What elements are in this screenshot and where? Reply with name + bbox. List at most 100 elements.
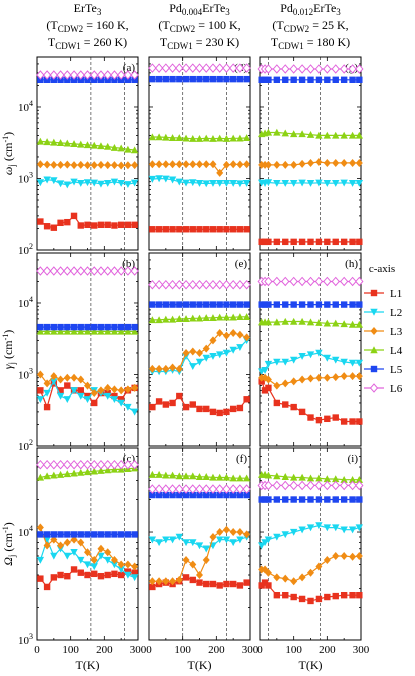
data-point <box>104 531 111 538</box>
data-point <box>124 327 132 335</box>
data-point <box>349 496 356 503</box>
data-point <box>63 459 72 470</box>
data-point <box>273 238 281 246</box>
data-point <box>273 399 281 407</box>
data-point <box>124 403 132 411</box>
data-point <box>111 76 118 83</box>
data-point <box>315 76 323 83</box>
data-point <box>273 76 281 83</box>
data-point <box>155 364 163 373</box>
data-point <box>77 323 84 331</box>
data-point <box>348 359 357 367</box>
data-point <box>111 570 118 578</box>
data-point <box>340 480 349 491</box>
data-point <box>340 476 348 483</box>
data-point <box>84 392 91 400</box>
data-point <box>83 327 92 335</box>
series-L2 <box>36 176 139 189</box>
column-tcdw1-1: TCDW1 = 260 K) <box>48 35 127 51</box>
data-point <box>130 266 139 276</box>
data-point <box>272 276 281 287</box>
data-point <box>50 535 58 544</box>
data-point <box>69 459 79 470</box>
data-point <box>236 528 244 537</box>
data-point <box>182 403 190 411</box>
data-point <box>96 459 106 470</box>
data-point <box>124 385 132 394</box>
data-point <box>298 473 306 481</box>
data-point <box>37 218 44 225</box>
data-point <box>175 472 183 480</box>
data-point <box>273 301 281 308</box>
data-point <box>70 566 78 573</box>
data-point <box>97 160 105 169</box>
data-point <box>175 484 184 494</box>
data-point <box>229 405 237 413</box>
data-point <box>307 568 314 577</box>
data-point <box>124 531 132 538</box>
data-point <box>162 315 170 323</box>
series-L6 <box>257 480 364 491</box>
data-point <box>202 545 210 553</box>
data-point <box>314 64 324 74</box>
y-tick-label: 102 <box>18 242 33 257</box>
data-point <box>130 146 139 154</box>
data-point <box>216 409 223 417</box>
data-point <box>236 491 244 499</box>
data-point <box>84 323 91 331</box>
data-point <box>195 542 204 550</box>
data-point <box>57 571 64 579</box>
data-point <box>242 313 251 321</box>
data-point <box>110 266 119 276</box>
data-point <box>349 591 356 599</box>
data-point <box>124 145 132 153</box>
data-point <box>222 313 231 321</box>
data-point <box>203 75 210 83</box>
data-point <box>189 314 197 322</box>
data-point <box>57 375 65 384</box>
data-point <box>155 577 163 586</box>
data-point <box>306 474 315 482</box>
data-point <box>315 562 323 571</box>
data-point <box>281 531 289 539</box>
data-point <box>222 135 231 142</box>
data-point <box>91 531 98 538</box>
data-point <box>355 179 364 187</box>
data-point <box>222 484 231 494</box>
data-point <box>355 372 363 381</box>
data-point <box>97 327 105 335</box>
data-point <box>110 70 119 80</box>
data-point <box>229 179 237 187</box>
series-L3 <box>36 370 139 398</box>
data-point <box>70 535 78 544</box>
data-point <box>175 279 184 290</box>
data-point <box>104 556 112 564</box>
data-point <box>50 378 58 386</box>
column-title-3: Pd0.012ErTe3 <box>280 1 341 17</box>
data-point <box>175 134 183 142</box>
data-point <box>63 181 71 189</box>
data-point <box>155 75 163 83</box>
data-point <box>348 320 357 328</box>
data-point <box>323 480 332 491</box>
data-point <box>130 327 139 335</box>
data-point <box>50 76 58 83</box>
data-point <box>281 480 290 491</box>
data-point <box>196 491 203 499</box>
data-point <box>155 226 163 233</box>
plot-frame <box>259 56 362 251</box>
column-tcdw1-3: TCDW1 = 180 K) <box>271 35 350 51</box>
data-point <box>77 76 84 83</box>
data-point <box>264 480 273 491</box>
data-point <box>209 160 217 169</box>
y-axis-title-row-1: ωj (cm-1) <box>1 132 17 175</box>
data-point <box>332 414 339 421</box>
series-L1 <box>149 226 250 233</box>
series-L1 <box>258 579 363 605</box>
data-point <box>340 301 348 308</box>
data-point <box>130 70 139 80</box>
data-point <box>104 76 111 83</box>
data-point <box>168 63 177 73</box>
data-point <box>202 63 211 73</box>
data-point <box>209 336 217 345</box>
